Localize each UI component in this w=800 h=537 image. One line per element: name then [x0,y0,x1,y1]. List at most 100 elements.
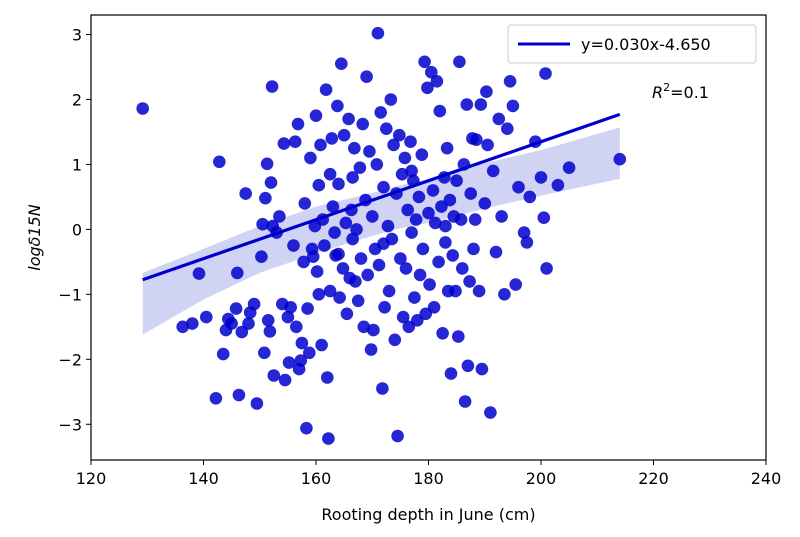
data-point [377,237,390,250]
data-point [346,171,359,184]
y-axis-ticks: −3 −2 −1 0 1 2 3 [58,25,91,434]
data-point [416,242,430,256]
data-point [349,275,362,288]
data-point [282,356,296,369]
data-point [467,242,480,256]
data-point [264,176,278,189]
data-point [332,247,345,261]
data-point [366,210,379,223]
data-point [231,266,244,280]
data-point [265,80,279,93]
data-point [551,178,565,192]
data-point [404,135,417,148]
data-point [422,206,435,220]
data-point [468,213,482,226]
data-point [481,138,494,152]
data-point [458,395,472,408]
data-point [470,133,483,146]
legend-box [507,24,757,64]
data-point [382,284,396,298]
data-point [444,367,458,380]
data-point [452,330,465,343]
data-point [353,161,367,174]
data-point [394,252,407,265]
data-point [350,223,363,236]
data-point [439,236,452,249]
x-tick-label: 200 [526,469,557,488]
x-tick-label: 180 [413,469,444,488]
data-point [328,226,341,239]
data-point [405,164,418,178]
data-point [517,226,531,239]
data-point [408,291,421,304]
data-point [509,278,522,291]
data-point [446,249,460,262]
data-point [520,236,534,249]
y-tick-label: −2 [58,350,82,369]
data-point [370,158,384,171]
data-point [537,211,551,224]
data-point [402,320,416,334]
data-point [453,55,466,69]
data-point [239,187,252,200]
data-point [321,371,334,384]
data-point [489,245,503,259]
data-point [472,284,486,298]
data-point [261,314,275,327]
y-tick-label: 3 [72,25,82,44]
data-point [439,219,452,233]
y-tick-label: 1 [72,155,82,174]
data-point [449,284,462,298]
data-point [539,67,552,80]
x-tick-label: 120 [76,469,107,488]
x-axis-ticks: 120 140 160 180 200 220 240 [76,460,781,488]
data-point [399,262,413,275]
data-point [256,217,269,231]
data-point [361,268,375,282]
data-point [200,310,213,324]
x-tick-label: 140 [188,469,219,488]
data-point [255,250,268,263]
data-point [512,180,525,194]
data-point [377,180,390,194]
data-point [381,219,395,233]
r-squared-annotation: R2=0.1 [652,81,709,102]
data-point [405,226,418,239]
data-point [281,310,295,324]
data-point [213,155,226,169]
data-point [498,288,511,301]
data-point [363,145,376,158]
data-point [247,297,261,311]
data-point [418,55,431,69]
data-point [501,122,514,135]
data-point [176,320,189,334]
data-point [426,184,440,197]
data-point [450,174,463,187]
data-point [484,406,497,419]
data-point [357,320,371,334]
data-point [503,75,517,88]
data-point [432,255,445,269]
data-point [401,203,415,217]
data-point [413,268,427,282]
data-point [440,141,454,155]
data-point [348,141,361,155]
data-point [298,197,312,210]
data-point [225,317,238,330]
data-point [360,70,373,83]
data-point [242,317,255,330]
data-point [388,333,402,347]
y-tick-label: −3 [58,415,82,434]
data-point [209,392,223,405]
data-point [277,137,291,150]
data-point [235,325,249,339]
data-point [398,151,412,165]
data-point [229,302,243,315]
data-point [333,291,346,304]
data-point [310,265,324,278]
data-point [480,85,493,98]
data-point [364,343,378,356]
data-point [492,112,506,126]
data-point [278,373,292,387]
data-point [295,336,309,350]
